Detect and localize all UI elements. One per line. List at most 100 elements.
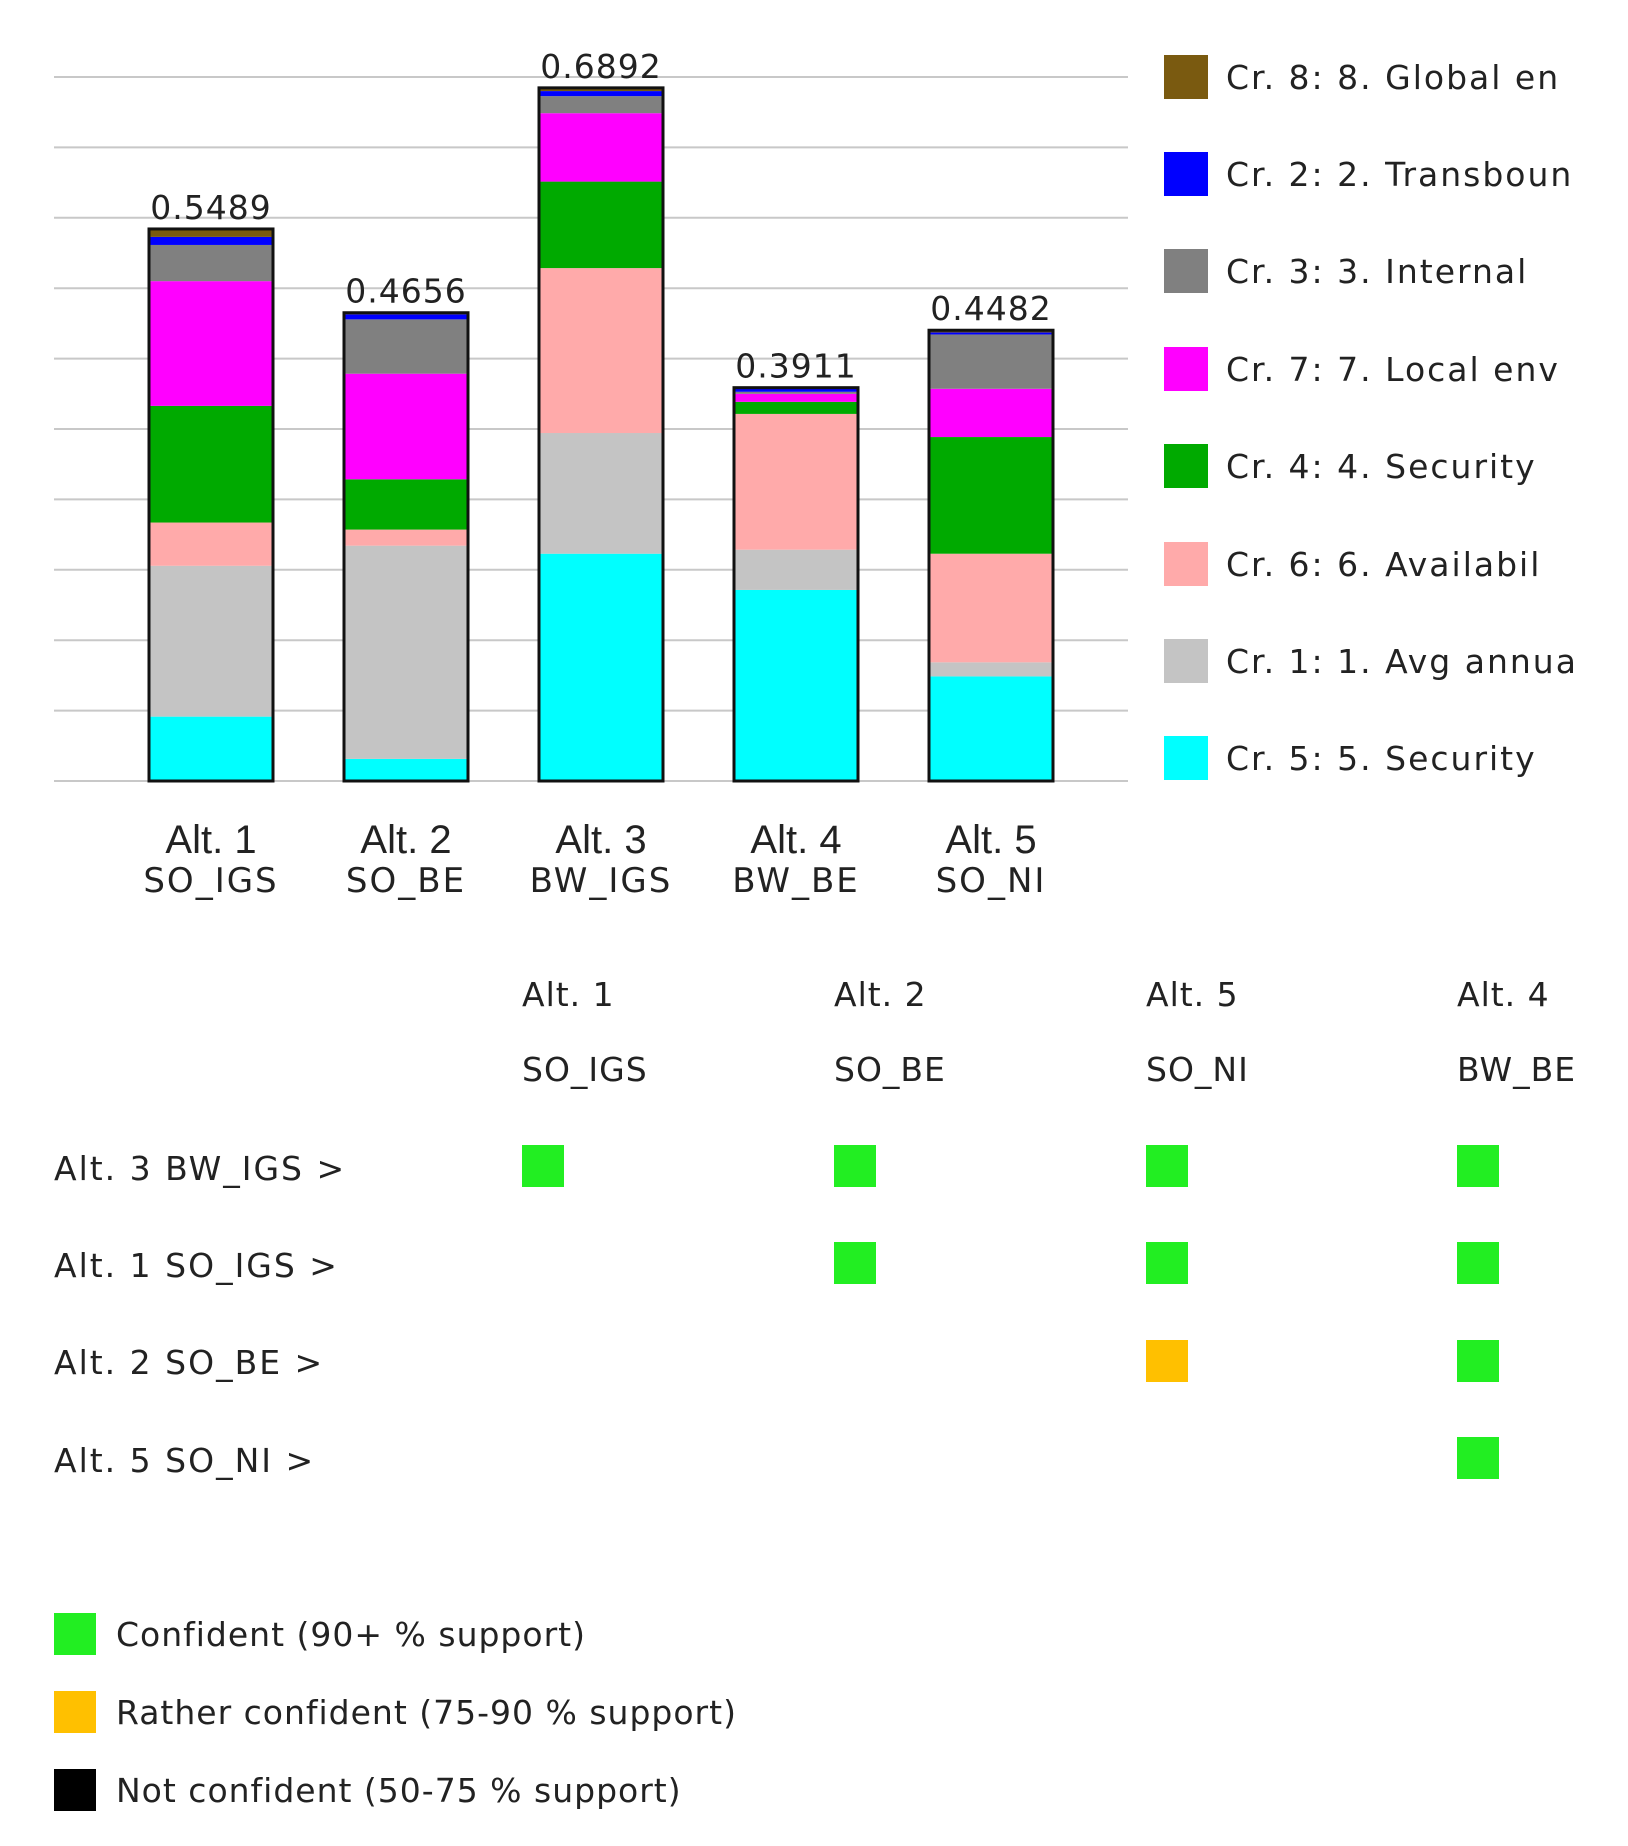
legend-swatch: [1164, 152, 1208, 196]
matrix-cell-confident: [1146, 1145, 1188, 1187]
x-tick-sublabel: SO_BE: [346, 861, 466, 901]
matrix-row-label: Alt. 2 SO_BE >: [54, 1343, 325, 1382]
legend-swatch: [1164, 55, 1208, 99]
matrix-cell-confident: [1457, 1242, 1499, 1284]
bar-segment: [734, 549, 858, 590]
matrix-column-name: SO_IGS: [522, 1050, 648, 1089]
bar-segment: [929, 332, 1053, 335]
bar-segment: [734, 589, 858, 781]
matrix-column-name: SO_NI: [1146, 1050, 1249, 1089]
x-tick-label: Alt. 3: [555, 818, 646, 862]
legend-label: Cr. 6: 6. Availabil: [1226, 544, 1542, 584]
confidence-label: Rather confident (75-90 % support): [116, 1692, 737, 1732]
bar-segment: [539, 113, 663, 182]
x-tick-sublabel: SO_NI: [936, 861, 1047, 901]
matrix-cell-confident: [1146, 1242, 1188, 1284]
bar-segment: [149, 405, 273, 523]
bar-segment: [539, 268, 663, 434]
confidence-swatch: [54, 1691, 96, 1733]
bar-segment: [344, 479, 468, 530]
legend-swatch: [1164, 542, 1208, 586]
confidence-swatch: [54, 1613, 96, 1655]
bar-segment: [539, 96, 663, 114]
bar-segment: [149, 716, 273, 781]
legend-item: Cr. 7: 7. Local env: [1164, 346, 1614, 392]
legend-item: Cr. 2: 2. Transboun: [1164, 151, 1614, 197]
bar-segment: [734, 387, 858, 392]
bar-segment: [539, 87, 663, 92]
bar-segment: [929, 662, 1053, 677]
bar-segment: [734, 413, 858, 550]
confidence-swatch: [54, 1769, 96, 1811]
x-tick-label: Alt. 1: [165, 818, 256, 862]
x-tick-label: Alt. 4: [750, 818, 841, 862]
bar-outline: [927, 328, 1055, 783]
confidence-label: Not confident (50-75 % support): [116, 1770, 682, 1810]
bar-segment: [929, 437, 1053, 554]
x-tick-sublabel: BW_BE: [732, 861, 860, 901]
bar-outline: [537, 86, 665, 783]
legend-swatch: [1164, 347, 1208, 391]
matrix-cell-confident: [834, 1145, 876, 1187]
matrix-cell-rather-confident: [1146, 1340, 1188, 1382]
legend-item: Cr. 3: 3. Internal: [1164, 248, 1614, 294]
bar-segment: [344, 529, 468, 546]
bar-segment: [929, 676, 1053, 781]
matrix-column-alt: Alt. 1: [522, 975, 615, 1014]
matrix-column-alt: Alt. 2: [834, 975, 927, 1014]
legend-item: Cr. 8: 8. Global en: [1164, 54, 1614, 100]
bar-total-label: 0.6892: [540, 47, 661, 86]
legend-item: Cr. 4: 4. Security: [1164, 443, 1614, 489]
bar-segment: [539, 553, 663, 781]
legend-label: Cr. 8: 8. Global en: [1226, 57, 1561, 97]
matrix-column-name: BW_BE: [1457, 1050, 1577, 1089]
legend-label: Cr. 4: 4. Security: [1226, 446, 1537, 486]
legend-label: Cr. 2: 2. Transboun: [1226, 154, 1574, 194]
bar-segment: [149, 228, 273, 237]
bar-segment: [734, 401, 858, 414]
matrix-cell-confident: [1457, 1340, 1499, 1382]
stacked-bar-chart: 0.5489 Alt. 1SO_IGS 0.4656 Alt. 2SO_BE 0.689…: [54, 47, 1128, 901]
matrix-row-label: Alt. 3 BW_IGS >: [54, 1149, 347, 1188]
x-tick-label: Alt. 5: [945, 818, 1036, 862]
matrix-column-alt: Alt. 4: [1457, 975, 1550, 1014]
legend-swatch: [1164, 736, 1208, 780]
bar-segment: [734, 391, 858, 394]
bar-segment: [149, 244, 273, 282]
bar-segment: [344, 373, 468, 480]
bar-segment: [344, 758, 468, 781]
legend-label: Cr. 3: 3. Internal: [1226, 251, 1529, 291]
bar-segment: [149, 281, 273, 406]
bar-segment: [539, 91, 663, 97]
legend-label: Cr. 7: 7. Local env: [1226, 349, 1560, 389]
legend-item: Cr. 5: 5. Security: [1164, 735, 1614, 781]
matrix-cell-confident: [1457, 1437, 1499, 1479]
bar-total-label: 0.3911: [735, 347, 856, 386]
legend-label: Cr. 1: 1. Avg annua: [1226, 641, 1578, 681]
legend-swatch: [1164, 249, 1208, 293]
bar-outline: [147, 227, 275, 783]
legend-label: Cr. 5: 5. Security: [1226, 738, 1537, 778]
legend-swatch: [1164, 639, 1208, 683]
bar-segment: [149, 522, 273, 566]
x-tick-sublabel: BW_IGS: [530, 861, 673, 901]
confidence-legend-item: Not confident (50-75 % support): [54, 1768, 854, 1812]
dominance-matrix: Alt. 1 SO_IGS Alt. 2 SO_BE Alt. 5 SO_NI …: [0, 960, 1628, 1520]
confidence-legend-item: Confident (90+ % support): [54, 1612, 854, 1656]
bar-segment: [344, 545, 468, 759]
matrix-column-name: SO_BE: [834, 1050, 946, 1089]
matrix-row-label: Alt. 1 SO_IGS >: [54, 1246, 339, 1285]
matrix-cell-confident: [834, 1242, 876, 1284]
bar-segment: [929, 388, 1053, 438]
bar-total-label: 0.4482: [930, 289, 1051, 328]
bar-total-label: 0.5489: [150, 188, 271, 227]
x-tick-sublabel: SO_IGS: [143, 861, 278, 901]
bar-segment: [149, 236, 273, 245]
bar-outline: [732, 386, 860, 783]
confidence-label: Confident (90+ % support): [116, 1614, 586, 1654]
bar-segment: [734, 393, 858, 402]
bar-segment: [539, 181, 663, 269]
matrix-cell-confident: [522, 1145, 564, 1187]
legend-swatch: [1164, 444, 1208, 488]
matrix-column-alt: Alt. 5: [1146, 975, 1239, 1014]
